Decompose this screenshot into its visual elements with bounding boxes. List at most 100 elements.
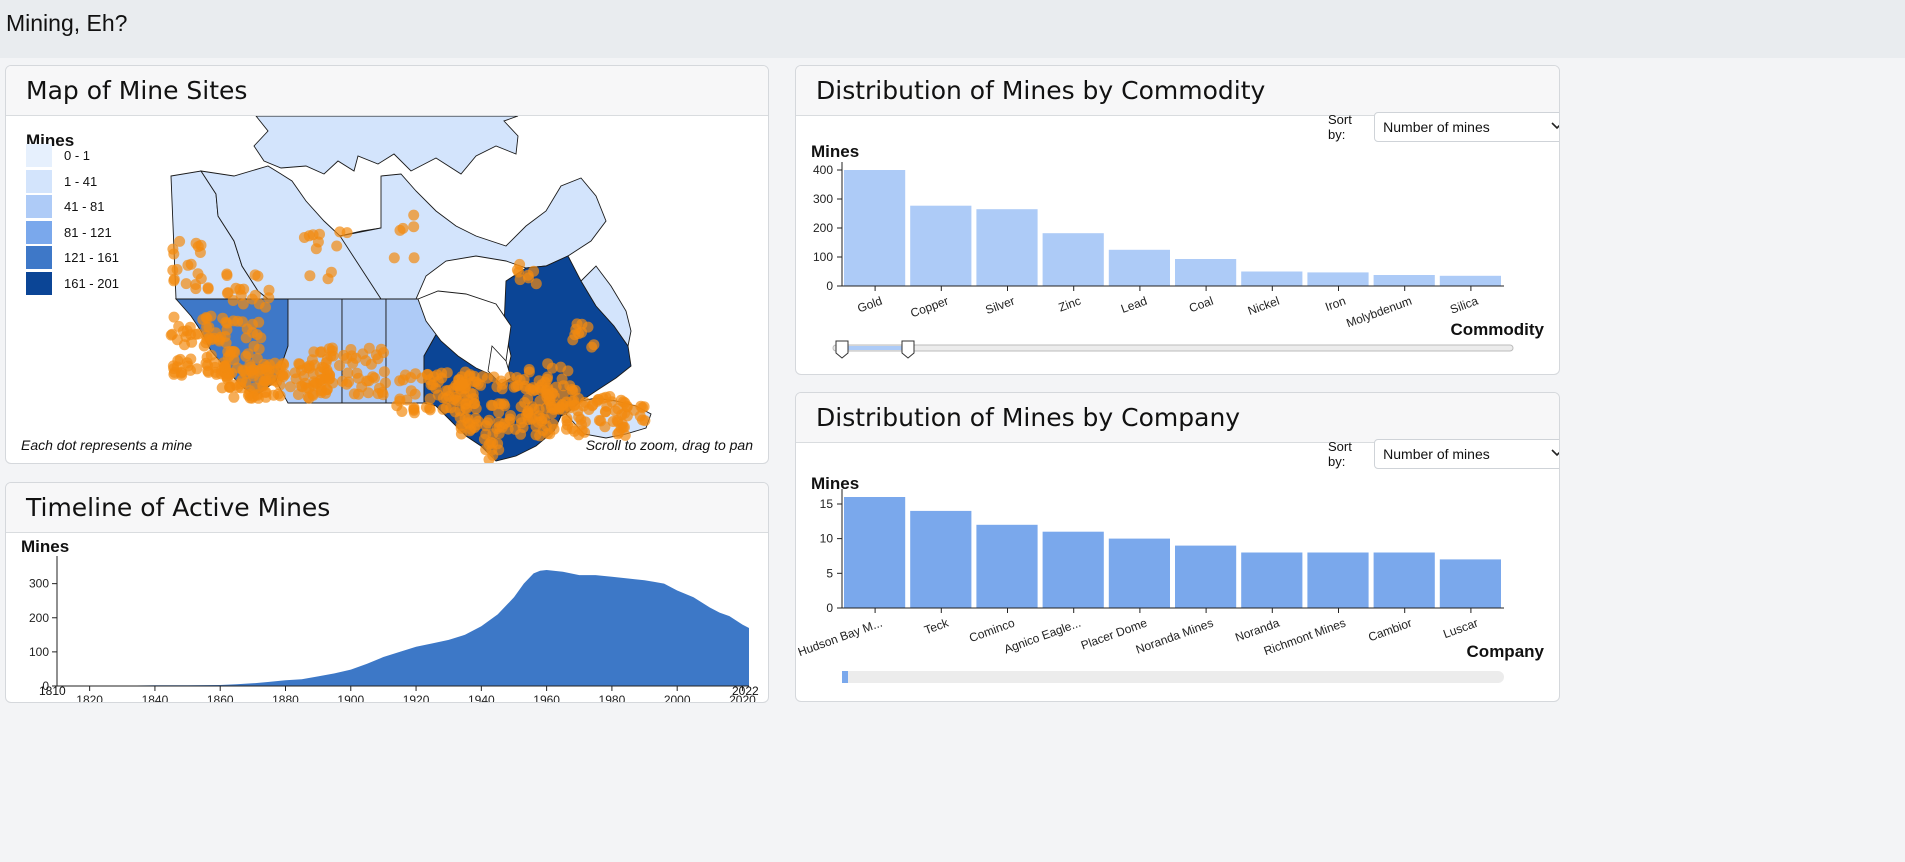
mine-dot[interactable]	[205, 349, 217, 361]
mine-dot[interactable]	[168, 311, 180, 323]
mine-dot[interactable]	[545, 399, 557, 411]
mine-dot[interactable]	[168, 273, 180, 285]
mine-dot[interactable]	[342, 367, 354, 379]
mine-dot[interactable]	[579, 416, 591, 428]
mine-dot[interactable]	[522, 269, 534, 281]
mine-dot[interactable]	[388, 252, 400, 264]
mine-dot[interactable]	[345, 344, 357, 355]
mine-dot[interactable]	[510, 380, 522, 392]
mine-dot[interactable]	[190, 283, 202, 295]
mine-dot[interactable]	[200, 312, 212, 323]
mine-dot[interactable]	[202, 282, 214, 294]
mine-dot[interactable]	[235, 289, 247, 301]
canada-map[interactable]	[6, 116, 769, 464]
mine-dot[interactable]	[228, 354, 240, 366]
mine-dot[interactable]	[246, 293, 258, 305]
mine-dot[interactable]	[455, 428, 467, 440]
bar[interactable]	[1373, 275, 1435, 286]
bar[interactable]	[1241, 552, 1303, 609]
mine-dot[interactable]	[472, 415, 484, 427]
mine-dot[interactable]	[578, 400, 590, 412]
mine-dot[interactable]	[495, 398, 507, 410]
company-sort-select[interactable]: Number of mines	[1374, 439, 1559, 469]
mine-dot[interactable]	[408, 209, 420, 221]
mine-dot[interactable]	[363, 375, 375, 387]
mine-dot[interactable]	[493, 428, 505, 440]
mine-dot[interactable]	[341, 378, 353, 390]
mine-dot[interactable]	[195, 273, 207, 285]
bar[interactable]	[844, 170, 906, 286]
mine-dot[interactable]	[588, 339, 600, 351]
mine-dot[interactable]	[408, 221, 420, 233]
mine-dot[interactable]	[454, 412, 466, 424]
mine-dot[interactable]	[576, 326, 588, 338]
mine-dot[interactable]	[542, 371, 553, 383]
mine-dot[interactable]	[240, 350, 252, 362]
mine-dot[interactable]	[391, 400, 403, 412]
mine-dot[interactable]	[171, 361, 183, 373]
mine-dot[interactable]	[424, 404, 436, 416]
mine-dot[interactable]	[460, 398, 471, 410]
mine-dot[interactable]	[522, 407, 534, 419]
mine-dot[interactable]	[604, 391, 616, 402]
mine-dot[interactable]	[203, 366, 214, 378]
mine-dot[interactable]	[225, 345, 237, 357]
bar[interactable]	[910, 205, 972, 286]
mine-dot[interactable]	[237, 364, 249, 376]
mine-dot[interactable]	[253, 365, 265, 377]
mine-dot[interactable]	[341, 352, 353, 364]
mine-dot[interactable]	[185, 258, 197, 270]
bar[interactable]	[1108, 249, 1170, 287]
mine-dot[interactable]	[314, 228, 325, 240]
mine-dot[interactable]	[325, 266, 337, 278]
commodity-slider-track[interactable]	[832, 344, 1514, 352]
bar[interactable]	[976, 209, 1038, 286]
mine-dot[interactable]	[548, 390, 560, 402]
mine-dot[interactable]	[308, 346, 320, 358]
mine-dot[interactable]	[408, 252, 420, 264]
mine-dot[interactable]	[492, 438, 504, 450]
mine-dot[interactable]	[248, 340, 260, 352]
mine-dot[interactable]	[611, 414, 623, 426]
mine-dot[interactable]	[168, 248, 180, 260]
mine-dot[interactable]	[408, 404, 420, 416]
mine-dot[interactable]	[547, 418, 559, 430]
mine-dot[interactable]	[637, 414, 648, 426]
mine-dot[interactable]	[458, 378, 470, 390]
mine-dot[interactable]	[463, 370, 475, 382]
mine-dot[interactable]	[303, 362, 315, 374]
mine-dot[interactable]	[535, 384, 547, 396]
mine-dot[interactable]	[375, 343, 387, 355]
mine-dot[interactable]	[372, 353, 384, 365]
bar[interactable]	[1175, 545, 1237, 608]
mine-dot[interactable]	[228, 391, 240, 403]
bar[interactable]	[1307, 272, 1369, 286]
mine-dot[interactable]	[323, 343, 335, 355]
mine-dot[interactable]	[251, 329, 263, 341]
mine-dot[interactable]	[253, 316, 265, 328]
mine-dot[interactable]	[277, 371, 289, 383]
mine-dot[interactable]	[380, 377, 391, 389]
mine-dot[interactable]	[257, 380, 269, 392]
mine-dot[interactable]	[522, 393, 534, 405]
bar[interactable]	[844, 497, 906, 608]
mine-dot[interactable]	[542, 358, 554, 370]
bar[interactable]	[1042, 531, 1104, 608]
mine-dot[interactable]	[476, 371, 488, 383]
mine-dot[interactable]	[530, 278, 542, 290]
mine-dot[interactable]	[292, 389, 304, 400]
mine-dot[interactable]	[295, 380, 307, 392]
mine-dot[interactable]	[165, 329, 177, 341]
mine-dot[interactable]	[635, 400, 647, 412]
mine-dot[interactable]	[191, 363, 203, 375]
bar[interactable]	[1241, 271, 1303, 287]
mine-dot[interactable]	[405, 372, 417, 384]
bar[interactable]	[910, 510, 972, 608]
slider-handle[interactable]	[901, 340, 915, 359]
mine-dot[interactable]	[171, 264, 183, 275]
mine-dot[interactable]	[331, 240, 343, 252]
mine-dot[interactable]	[537, 425, 549, 436]
mine-dot[interactable]	[179, 339, 190, 351]
mine-dot[interactable]	[352, 388, 364, 400]
bar[interactable]	[1439, 275, 1501, 286]
